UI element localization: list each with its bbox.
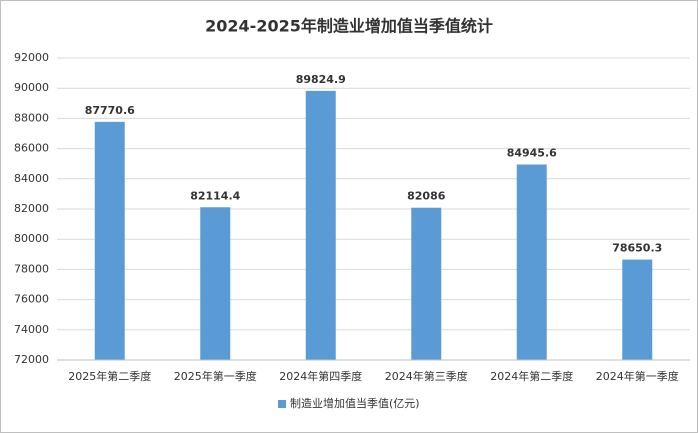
y-tick-label: 88000: [14, 111, 49, 124]
bar: [516, 164, 547, 360]
y-tick-label: 76000: [14, 293, 49, 306]
value-label: 82086: [407, 190, 446, 203]
value-label: 84945.6: [507, 147, 557, 160]
y-tick-label: 84000: [14, 172, 49, 185]
x-tick-label: 2024年第二季度: [490, 369, 573, 383]
legend-swatch: [278, 400, 286, 408]
y-tick-label: 86000: [14, 142, 49, 155]
bar: [94, 121, 125, 360]
y-tick-label: 74000: [14, 323, 49, 336]
bar: [305, 90, 336, 361]
y-tick-label: 92000: [14, 51, 49, 64]
chart-title: 2024-2025年制造业增加值当季值统计: [205, 17, 493, 36]
y-tick-label: 82000: [14, 202, 49, 215]
y-tick-label: 80000: [14, 232, 49, 245]
bar: [200, 207, 231, 360]
value-label: 78650.3: [612, 242, 662, 255]
value-label: 89824.9: [296, 73, 346, 86]
value-label: 82114.4: [190, 189, 240, 202]
x-tick-label: 2024年第三季度: [385, 369, 468, 383]
y-tick-label: 90000: [14, 81, 49, 94]
bar: [622, 259, 653, 360]
value-label: 87770.6: [85, 104, 135, 117]
bar: [411, 207, 442, 360]
x-tick-label: 2025年第一季度: [174, 369, 257, 383]
y-tick-label: 78000: [14, 262, 49, 275]
y-tick-label: 72000: [14, 353, 49, 366]
legend-label: 制造业增加值当季值(亿元): [290, 396, 420, 410]
x-tick-label: 2024年第四季度: [279, 369, 362, 383]
x-tick-label: 2024年第一季度: [596, 369, 679, 383]
x-tick-label: 2025年第二季度: [68, 369, 151, 383]
